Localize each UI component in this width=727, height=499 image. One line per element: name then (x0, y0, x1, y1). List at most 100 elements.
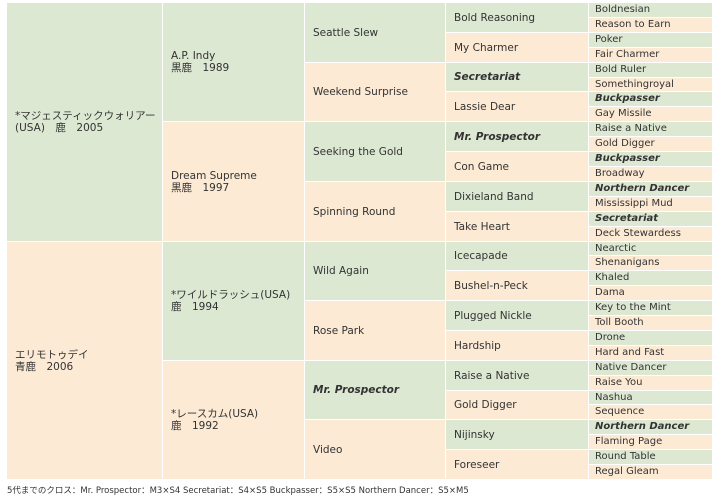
horse-name: Mr. Prospector (454, 130, 541, 143)
horse-name: Mississippi Mud (595, 198, 673, 209)
horse-name: Dama (595, 287, 625, 298)
horse-info: 鹿 1992 (171, 420, 219, 432)
gen5-horse-cell: Regal Gleam (589, 465, 712, 479)
inbreeding-cross-note: 5代までのクロス：Mr. Prospector：M3×S4 Secretaria… (7, 486, 469, 496)
gen3-horse-cell: Weekend Surprise (305, 63, 445, 121)
horse-name: Secretariat (595, 213, 659, 224)
gen5-horse-cell: Gold Digger (589, 137, 712, 151)
horse-name: Northern Dancer (595, 183, 690, 194)
horse-info: 青鹿 2006 (15, 360, 74, 373)
gen3-horse-cell: Wild Again (305, 242, 445, 300)
horse-name: Toll Booth (595, 317, 644, 328)
horse-info: 黒鹿 1997 (171, 181, 230, 194)
gen5-horse-cell: Bold Ruler (589, 63, 712, 77)
gen4-horse-cell: Gold Digger (446, 391, 588, 419)
gen4-horse-cell: Hardship (446, 331, 588, 360)
gen5-horse-cell: Reason to Earn (589, 18, 712, 32)
gen4-horse-cell: Nijinsky (446, 420, 588, 449)
horse-name: Buckpasser (595, 153, 660, 164)
gen2-horse-cell: *ワイルドラッシュ(USA) 鹿 1994 (163, 242, 304, 360)
horse-name: Secretariat (454, 71, 521, 83)
horse-name: Hard and Fast (595, 347, 665, 358)
gen4-horse-cell: Dixieland Band (446, 182, 588, 211)
gen5-horse-cell: Shenanigans (589, 256, 712, 270)
horse-name: Shenanigans (595, 257, 660, 268)
pedigree-table: *マジェスティックウォリアー (USA) 鹿 2005 エリモトゥデイ 青鹿 2006… (7, 3, 712, 480)
gen5-horse-cell: Toll Booth (589, 316, 712, 330)
gen5-horse-cell: Nashua (589, 391, 712, 404)
horse-name: Raise a Native (454, 369, 530, 382)
gen5-horse-cell: Khaled (589, 271, 712, 285)
gen5-horse-cell: Drone (589, 331, 712, 345)
horse-name: Hardship (454, 339, 501, 352)
gen4-horse-cell: Lassie Dear (446, 92, 588, 121)
horse-info: (USA) 鹿 2005 (15, 122, 104, 134)
gen5-horse-cell: Fair Charmer (589, 48, 712, 62)
horse-name: Deck Stewardess (595, 228, 681, 239)
horse-name: Poker (595, 34, 623, 45)
horse-name: Fair Charmer (595, 49, 660, 60)
horse-name: Gay Missile (595, 108, 652, 119)
horse-name: Raise You (595, 377, 643, 388)
horse-name: A.P. Indy (171, 50, 216, 62)
horse-name: *ワイルドラッシュ(USA) (171, 289, 291, 301)
horse-name: Khaled (595, 272, 630, 283)
gen4-horse-cell: My Charmer (446, 33, 588, 62)
gen3-horse-cell: Seeking the Gold (305, 122, 445, 181)
horse-name: Take Heart (454, 220, 510, 233)
horse-name: Nijinsky (454, 428, 495, 441)
horse-name: Somethingroyal (595, 78, 674, 90)
gen5-horse-cell: Sequence (589, 405, 712, 419)
gen5-horse-cell: Somethingroyal (589, 78, 712, 91)
horse-name: Sequence (595, 406, 645, 417)
gen5-horse-cell: Raise You (589, 376, 712, 390)
gen4-horse-cell: Con Game (446, 152, 588, 181)
horse-name: Nashua (595, 391, 633, 403)
horse-name: Boldnesian (595, 4, 651, 15)
gen2-horse-cell: Dream Supreme 黒鹿 1997 (163, 122, 304, 241)
horse-name: Mr. Prospector (313, 384, 400, 396)
horse-name: Buckpasser (595, 93, 660, 104)
horse-name: Dixieland Band (454, 190, 534, 203)
horse-name: Seeking the Gold (313, 145, 403, 158)
gen3-horse-cell: Mr. Prospector (305, 361, 445, 419)
horse-name: Seattle Slew (313, 26, 379, 39)
horse-name: Bold Reasoning (454, 11, 536, 24)
gen4-horse-cell: Bushel-n-Peck (446, 271, 588, 300)
horse-name: My Charmer (454, 41, 519, 54)
horse-name: Lassie Dear (454, 100, 516, 113)
horse-name: Nearctic (595, 242, 637, 254)
gen3-horse-cell: Rose Park (305, 301, 445, 360)
horse-name: Plugged Nickle (454, 309, 532, 322)
horse-name: Regal Gleam (595, 466, 659, 477)
gen1-horse-cell: エリモトゥデイ 青鹿 2006 (7, 242, 162, 479)
horse-name: Spinning Round (313, 205, 396, 218)
gen5-horse-cell: Dama (589, 286, 712, 300)
horse-name: Northern Dancer (595, 421, 690, 432)
horse-info: 黒鹿 1989 (171, 62, 230, 74)
horse-name: Round Table (595, 451, 656, 462)
gen5-horse-cell: Key to the Mint (589, 301, 712, 315)
gen5-horse-cell: Northern Dancer (589, 420, 712, 434)
gen5-horse-cell: Broadway (589, 167, 712, 181)
horse-name: Weekend Surprise (313, 86, 408, 98)
horse-name: Con Game (454, 160, 510, 173)
gen5-horse-cell: Nearctic (589, 242, 712, 255)
horse-name: Bold Ruler (595, 64, 647, 75)
gen5-horse-cell: Mississippi Mud (589, 197, 712, 211)
gen5-horse-cell: Hard and Fast (589, 346, 712, 360)
gen4-horse-cell: Bold Reasoning (446, 3, 588, 32)
horse-name: Native Dancer (595, 362, 667, 373)
gen3-horse-cell: Video (305, 420, 445, 479)
horse-info: 鹿 1994 (171, 301, 219, 313)
horse-name: Gold Digger (595, 138, 655, 149)
gen5-horse-cell: Buckpasser (589, 152, 712, 166)
horse-name: *マジェスティックウォリアー (15, 110, 156, 122)
horse-name: Broadway (595, 168, 645, 179)
horse-name: エリモトゥデイ (15, 348, 89, 361)
horse-name: *レースカム(USA) (171, 408, 259, 420)
gen3-horse-cell: Seattle Slew (305, 3, 445, 62)
gen4-horse-cell: Foreseer (446, 450, 588, 479)
horse-name: Foreseer (454, 458, 500, 471)
gen1-horse-cell: *マジェスティックウォリアー (USA) 鹿 2005 (7, 3, 162, 241)
